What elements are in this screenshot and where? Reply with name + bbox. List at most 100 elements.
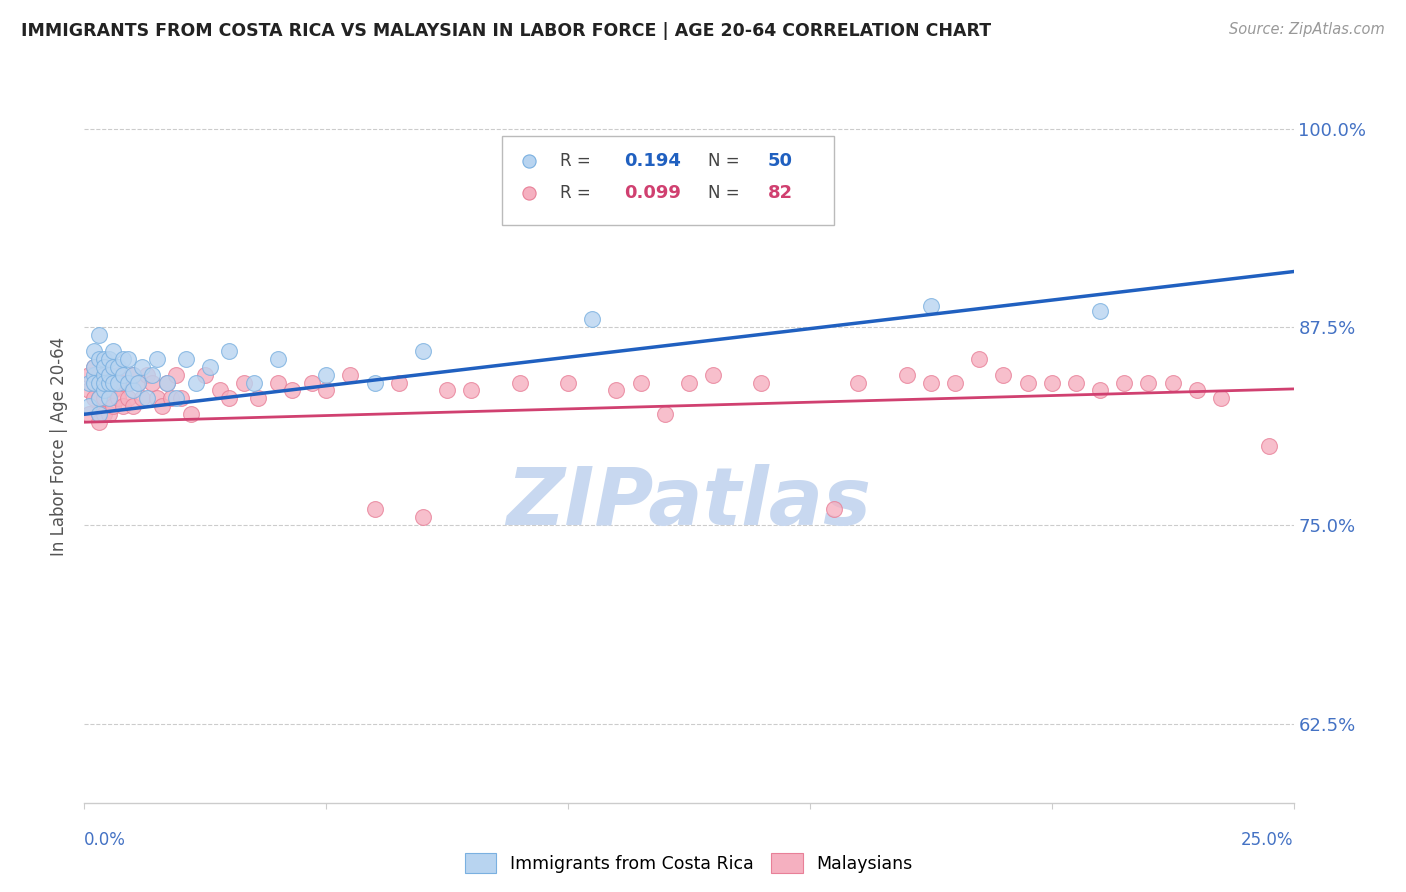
Point bbox=[460, 384, 482, 398]
Point bbox=[103, 343, 125, 358]
Point bbox=[97, 384, 120, 398]
Point bbox=[315, 384, 337, 398]
Point bbox=[112, 368, 135, 382]
Point bbox=[1017, 376, 1039, 390]
Point bbox=[83, 359, 105, 374]
Point bbox=[436, 384, 458, 398]
Point bbox=[247, 392, 270, 406]
Point bbox=[87, 351, 110, 366]
Point bbox=[174, 351, 197, 366]
Point bbox=[678, 376, 700, 390]
Text: 0.194: 0.194 bbox=[624, 152, 681, 169]
Point bbox=[87, 328, 110, 343]
Point bbox=[77, 376, 100, 390]
Point bbox=[112, 376, 135, 390]
Point bbox=[267, 351, 290, 366]
Text: 0.099: 0.099 bbox=[624, 184, 681, 202]
Point bbox=[83, 359, 105, 374]
Point bbox=[107, 359, 129, 374]
Point bbox=[180, 407, 202, 421]
Point bbox=[83, 392, 105, 406]
Point bbox=[83, 368, 105, 382]
Point bbox=[1258, 439, 1281, 453]
Point bbox=[77, 384, 100, 398]
Point bbox=[97, 392, 120, 406]
Point bbox=[198, 359, 221, 374]
Point bbox=[315, 368, 337, 382]
Point bbox=[943, 376, 966, 390]
Text: ZIPatlas: ZIPatlas bbox=[506, 464, 872, 542]
Point bbox=[127, 376, 149, 390]
Text: N =: N = bbox=[709, 152, 745, 169]
Point bbox=[896, 368, 918, 382]
Point bbox=[967, 351, 990, 366]
Point bbox=[150, 400, 173, 414]
Point bbox=[131, 392, 153, 406]
Point bbox=[77, 407, 100, 421]
Point bbox=[93, 384, 115, 398]
Point bbox=[146, 351, 169, 366]
Point bbox=[97, 392, 120, 406]
Point bbox=[339, 368, 361, 382]
Point bbox=[363, 502, 385, 516]
Text: IMMIGRANTS FROM COSTA RICA VS MALAYSIAN IN LABOR FORCE | AGE 20-64 CORRELATION C: IMMIGRANTS FROM COSTA RICA VS MALAYSIAN … bbox=[21, 22, 991, 40]
Point bbox=[218, 392, 240, 406]
Text: 82: 82 bbox=[768, 184, 793, 202]
Point bbox=[93, 376, 115, 390]
Point bbox=[141, 376, 163, 390]
Point bbox=[103, 359, 125, 374]
Point bbox=[117, 376, 139, 390]
Point bbox=[77, 368, 100, 382]
Point bbox=[170, 392, 193, 406]
Point bbox=[412, 343, 434, 358]
Text: Source: ZipAtlas.com: Source: ZipAtlas.com bbox=[1229, 22, 1385, 37]
Text: 50: 50 bbox=[768, 152, 793, 169]
Point bbox=[97, 407, 120, 421]
Point bbox=[605, 384, 627, 398]
Point bbox=[160, 392, 183, 406]
Point bbox=[993, 368, 1015, 382]
Point bbox=[87, 407, 110, 421]
Point bbox=[77, 400, 100, 414]
Point bbox=[93, 376, 115, 390]
Point bbox=[1040, 376, 1063, 390]
Point bbox=[581, 312, 603, 326]
Point bbox=[136, 368, 159, 382]
Point bbox=[654, 407, 676, 421]
Point bbox=[242, 376, 264, 390]
Point bbox=[155, 376, 177, 390]
Point bbox=[117, 376, 139, 390]
Point bbox=[97, 376, 120, 390]
Point bbox=[103, 376, 125, 390]
Point bbox=[1088, 384, 1111, 398]
Point bbox=[93, 407, 115, 421]
Point bbox=[388, 376, 411, 390]
Point bbox=[267, 376, 290, 390]
Point bbox=[87, 407, 110, 421]
Point bbox=[141, 368, 163, 382]
Point bbox=[920, 376, 942, 390]
Point bbox=[93, 368, 115, 382]
Point bbox=[165, 392, 187, 406]
Point bbox=[107, 368, 129, 382]
Point bbox=[93, 368, 115, 382]
Point bbox=[281, 384, 304, 398]
Point bbox=[165, 368, 187, 382]
Point bbox=[702, 368, 724, 382]
Point bbox=[112, 400, 135, 414]
Point bbox=[87, 376, 110, 390]
Text: 25.0%: 25.0% bbox=[1241, 831, 1294, 849]
Text: N =: N = bbox=[709, 184, 745, 202]
Point bbox=[83, 343, 105, 358]
Point bbox=[103, 384, 125, 398]
Point bbox=[751, 376, 773, 390]
Point bbox=[83, 376, 105, 390]
Point bbox=[103, 400, 125, 414]
Point bbox=[1161, 376, 1184, 390]
Text: 0.0%: 0.0% bbox=[84, 831, 127, 849]
Point bbox=[83, 376, 105, 390]
Point bbox=[155, 376, 177, 390]
Legend: Immigrants from Costa Rica, Malaysians: Immigrants from Costa Rica, Malaysians bbox=[458, 846, 920, 880]
Point bbox=[97, 368, 120, 382]
Point bbox=[1185, 384, 1208, 398]
